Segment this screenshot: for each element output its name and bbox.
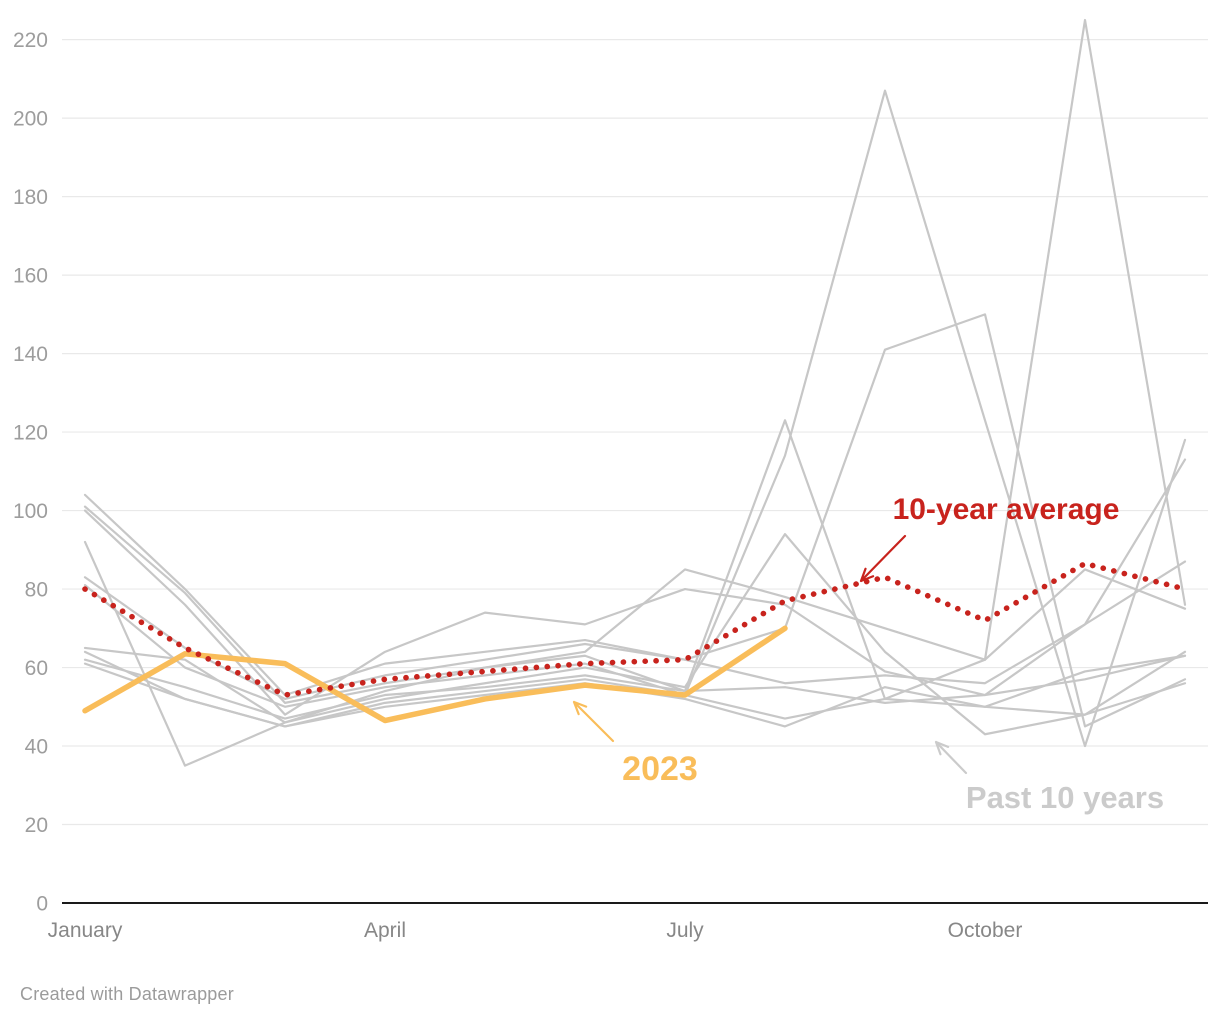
- annotation-arrow-y2023: [572, 700, 615, 743]
- y-tick-label: 220: [13, 29, 48, 52]
- y-tick-label: 120: [13, 422, 48, 445]
- x-tick-label: October: [948, 919, 1023, 942]
- y-tick-label: 40: [25, 736, 48, 759]
- annotation-label-y2023: 2023: [622, 750, 698, 788]
- past-year-line: [83, 662, 1187, 728]
- average-line-layer: [82, 560, 1188, 698]
- y-tick-label: 100: [13, 500, 48, 523]
- past-years-lines: [83, 18, 1187, 767]
- past-year-line: [83, 493, 1187, 697]
- x-axis-labels: January April July October: [48, 919, 1023, 942]
- y-axis-labels: 0 20 40 60 80 100 120 140 160 180 200 220: [13, 29, 48, 915]
- past-year-line: [83, 89, 1187, 748]
- annotation-label-avg: 10-year average: [893, 493, 1120, 526]
- x-tick-label: July: [666, 919, 704, 942]
- past-year-line: [83, 18, 1187, 724]
- x-tick-label: April: [364, 919, 406, 942]
- annotation-arrow-avg: [859, 534, 907, 583]
- line-2023: [82, 625, 788, 724]
- past-year-line: [83, 458, 1187, 716]
- past-year-line: [83, 533, 1187, 767]
- annotation-label-past: Past 10 years: [966, 780, 1164, 815]
- y-tick-label: 0: [36, 893, 48, 916]
- y-tick-label: 80: [25, 579, 48, 602]
- past-year-line: [83, 313, 1187, 728]
- past-year-line: [83, 654, 1187, 720]
- average-line: [82, 560, 1188, 698]
- y-tick-label: 160: [13, 265, 48, 288]
- y-tick-label: 20: [25, 814, 48, 837]
- y-tick-label: 180: [13, 186, 48, 209]
- footer-credit: Created with Datawrapper: [20, 984, 234, 1004]
- gridlines-layer: [62, 39, 1208, 826]
- y-tick-label: 200: [13, 108, 48, 131]
- line-2023-layer: [82, 625, 788, 724]
- annotations-layer: 10-year average 2023 Past 10 years: [572, 493, 1164, 815]
- annotation-arrow-past: [934, 740, 968, 775]
- x-tick-label: January: [48, 919, 123, 942]
- y-tick-label: 60: [25, 657, 48, 680]
- y-tick-label: 140: [13, 343, 48, 366]
